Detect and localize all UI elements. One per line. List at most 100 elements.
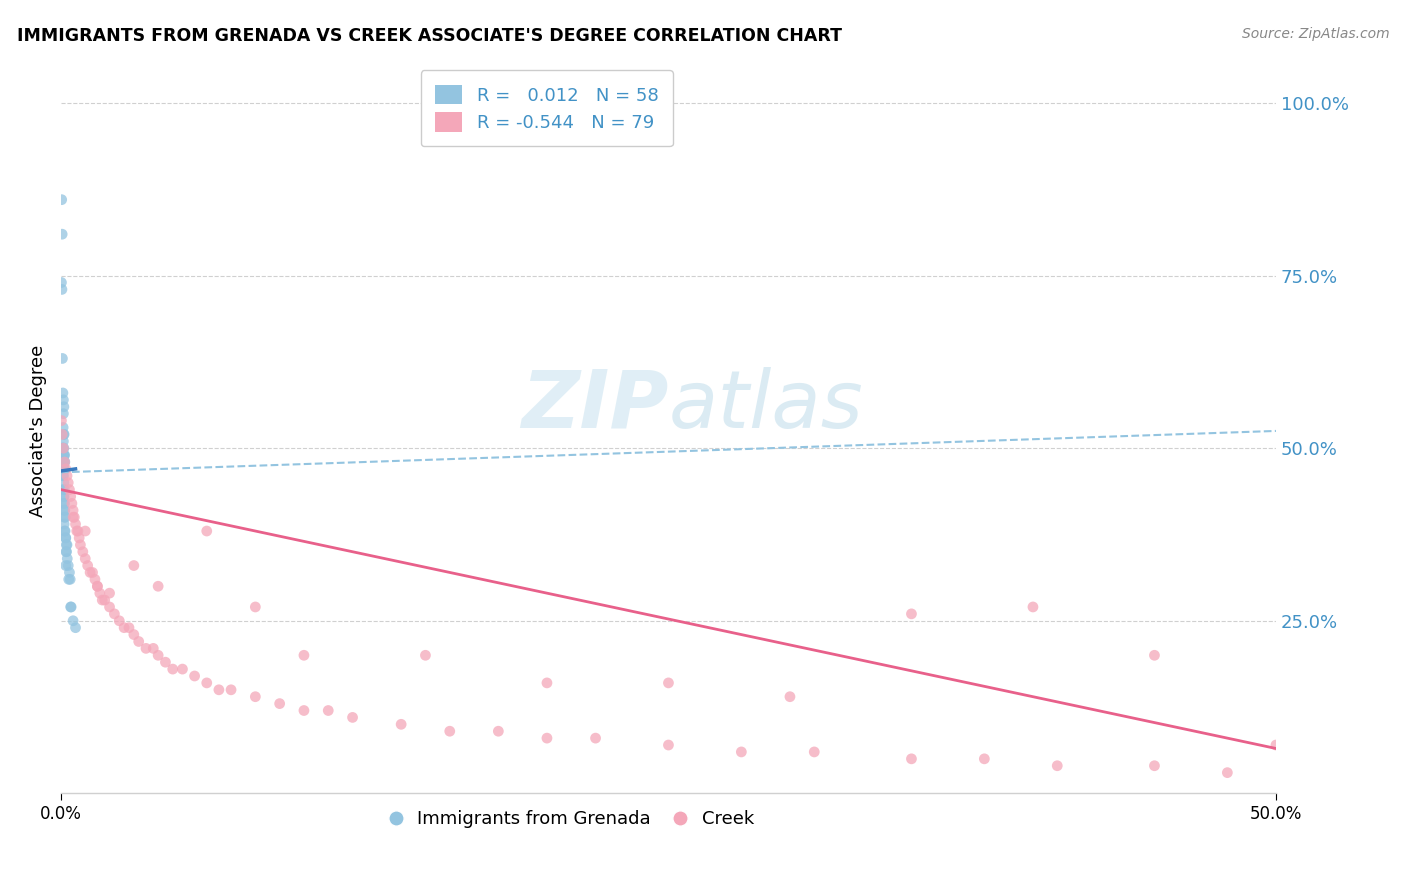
Point [52, 407, 75, 421]
Point [52, 441, 75, 455]
Point [93, 593, 115, 607]
Point [53, 503, 76, 517]
Point [585, 731, 607, 745]
Point [53, 510, 76, 524]
Point [195, 524, 218, 538]
Point [55, 558, 77, 573]
Point [53, 496, 76, 510]
Point [779, 690, 801, 704]
Point [51, 282, 73, 296]
Point [62, 510, 84, 524]
Point [62, 614, 84, 628]
Point [55, 538, 77, 552]
Point [66, 524, 89, 538]
Point [52, 468, 75, 483]
Point [657, 738, 679, 752]
Point [89, 586, 111, 600]
Point [51, 351, 73, 366]
Point [292, 648, 315, 663]
Point [52, 455, 75, 469]
Point [60, 496, 83, 510]
Point [63, 510, 86, 524]
Point [56, 538, 79, 552]
Point [51, 414, 73, 428]
Point [112, 621, 135, 635]
Point [51, 193, 73, 207]
Point [79, 566, 101, 580]
Point [103, 607, 125, 621]
Point [53, 524, 76, 538]
Point [53, 427, 76, 442]
Point [208, 682, 231, 697]
Point [86, 579, 108, 593]
Point [91, 593, 114, 607]
Point [51, 276, 73, 290]
Point [1143, 648, 1166, 663]
Point [65, 517, 87, 532]
Point [51, 427, 73, 442]
Point [146, 648, 169, 663]
Point [973, 752, 995, 766]
Point [1265, 738, 1288, 752]
Point [1143, 758, 1166, 772]
Point [53, 483, 76, 497]
Point [128, 634, 150, 648]
Point [53, 510, 76, 524]
Point [118, 621, 141, 635]
Point [1022, 599, 1045, 614]
Point [69, 538, 91, 552]
Point [52, 427, 75, 442]
Point [52, 475, 75, 490]
Point [292, 704, 315, 718]
Point [53, 448, 76, 462]
Point [52, 503, 75, 517]
Point [52, 468, 75, 483]
Y-axis label: Associate's Degree: Associate's Degree [30, 345, 46, 517]
Point [51, 227, 73, 242]
Point [52, 441, 75, 455]
Point [52, 496, 75, 510]
Point [53, 490, 76, 504]
Point [536, 676, 558, 690]
Point [155, 655, 177, 669]
Point [389, 717, 412, 731]
Point [66, 524, 89, 538]
Legend: Immigrants from Grenada, Creek: Immigrants from Grenada, Creek [381, 803, 761, 835]
Point [62, 503, 84, 517]
Point [58, 566, 80, 580]
Point [269, 697, 291, 711]
Point [415, 648, 437, 663]
Point [803, 745, 825, 759]
Point [59, 572, 82, 586]
Point [1046, 758, 1069, 772]
Point [135, 641, 157, 656]
Point [52, 462, 75, 476]
Point [1216, 765, 1239, 780]
Point [900, 607, 922, 621]
Point [52, 420, 75, 434]
Point [98, 586, 121, 600]
Point [59, 490, 82, 504]
Point [67, 531, 90, 545]
Point [52, 462, 75, 476]
Point [56, 468, 79, 483]
Text: IMMIGRANTS FROM GRENADA VS CREEK ASSOCIATE'S DEGREE CORRELATION CHART: IMMIGRANTS FROM GRENADA VS CREEK ASSOCIA… [17, 27, 842, 45]
Text: atlas: atlas [668, 367, 863, 444]
Point [52, 448, 75, 462]
Point [53, 455, 76, 469]
Point [536, 731, 558, 745]
Point [55, 531, 77, 545]
Point [52, 400, 75, 414]
Point [53, 455, 76, 469]
Point [84, 572, 107, 586]
Point [183, 669, 205, 683]
Point [122, 558, 145, 573]
Point [486, 724, 509, 739]
Point [122, 627, 145, 641]
Point [53, 462, 76, 476]
Point [195, 676, 218, 690]
Point [142, 641, 165, 656]
Point [58, 475, 80, 490]
Text: Source: ZipAtlas.com: Source: ZipAtlas.com [1241, 27, 1389, 41]
Point [900, 752, 922, 766]
